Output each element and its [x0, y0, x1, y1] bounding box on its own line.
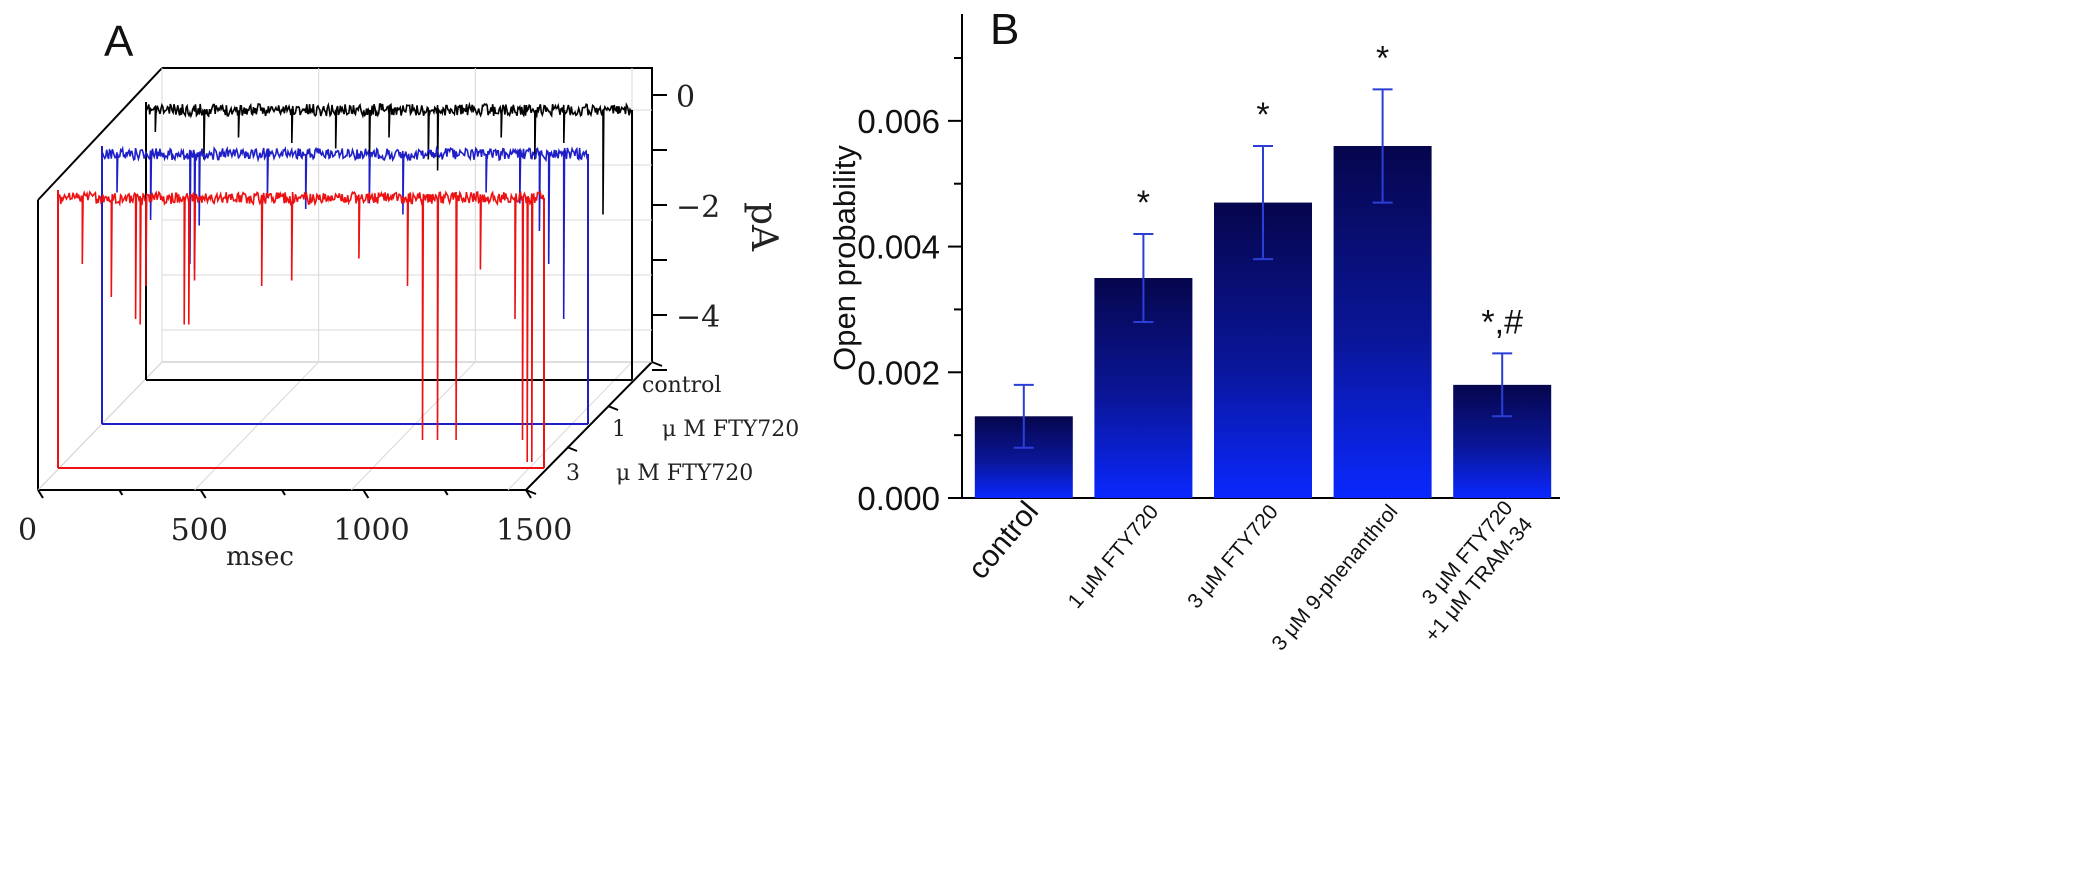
- floor-front-right: [38, 361, 653, 491]
- category-label: 3 μM 9-phenanthrol: [1267, 500, 1402, 655]
- y-tick-label: 0.006: [857, 103, 940, 140]
- depth-tick: [607, 405, 619, 411]
- category-label-line: control: [962, 495, 1045, 585]
- x-minor-tick: [443, 489, 449, 496]
- back-wall-top: [162, 67, 653, 362]
- category-label-line: 3 μM 9-phenanthrol: [1267, 500, 1402, 655]
- y-axis-title: Open probability: [827, 145, 862, 371]
- z-axis-title: pA: [743, 202, 784, 252]
- grid-floor-0: [37, 361, 163, 491]
- series-label-3um-text: μ M FTY720: [616, 461, 753, 486]
- x-tick-label: 1000: [333, 513, 409, 548]
- category-label: 1 μM FTY720: [1064, 500, 1164, 613]
- panel-a-label: A: [104, 17, 134, 66]
- series-label-control: control: [642, 373, 721, 398]
- x-minor-tick: [118, 489, 124, 496]
- x-tick: [362, 489, 370, 499]
- y-tick-label: 0.002: [857, 354, 940, 391]
- significance-mark: *,#: [1481, 303, 1523, 341]
- series-label-3um-number: 3: [566, 461, 580, 486]
- category-label: 3 μM FTY720+1 μM TRAM-34: [1418, 497, 1538, 647]
- x-tick-label: 0: [18, 513, 37, 548]
- x-axis-title: msec: [226, 542, 294, 572]
- trace-1: [101, 145, 589, 320]
- significance-mark: *: [1137, 184, 1150, 222]
- y-tick-label: 0.000: [857, 480, 940, 517]
- axes-box: [37, 67, 653, 491]
- bar-axes: 0.000 0.002 0.004 0.006: [857, 14, 1560, 517]
- y-tick-label: 0.004: [857, 229, 940, 266]
- series-label-1um-text: μ M FTY720: [662, 417, 799, 442]
- category-label-line: 3 μM FTY720: [1183, 500, 1283, 613]
- significance-mark: *: [1376, 39, 1389, 77]
- depth-tick: [525, 489, 537, 495]
- x-minor-tick: [281, 489, 286, 496]
- depth-tick: [651, 361, 663, 367]
- depth-tick: [566, 446, 578, 452]
- significance-mark: *: [1256, 96, 1269, 134]
- panel-b: B 0.000 0.002 0.004 0.006 * * * *,# control 1 μ…: [827, 5, 1560, 655]
- floor-back-left: [37, 361, 652, 491]
- panel-b-label: B: [990, 5, 1019, 54]
- panel-a: A 0 −2 −4 0 500 1000 1500 control 1 μ M FTY720…: [18, 12, 799, 572]
- category-label-line: 1 μM FTY720: [1064, 500, 1164, 613]
- axis-ticks: 0 −2 −4 0 500 1000 1500: [18, 80, 720, 548]
- grid-floor-1: [194, 361, 320, 491]
- trace-2: [57, 189, 545, 463]
- x-tick-label: 500: [171, 513, 228, 548]
- x-tick-label: 1500: [496, 513, 572, 548]
- z-tick-label: −4: [676, 300, 720, 335]
- series-label-1um-number: 1: [612, 417, 626, 442]
- z-tick-label: −2: [676, 190, 720, 225]
- bars: * * * *,#: [974, 39, 1552, 499]
- x-tick: [37, 489, 44, 499]
- trace-0: [145, 101, 633, 215]
- z-tick-label: 0: [676, 80, 695, 115]
- x-tick: [199, 489, 207, 499]
- bar: [1333, 146, 1432, 498]
- category-label: 3 μM FTY720: [1183, 500, 1283, 613]
- category-label: control: [962, 495, 1045, 585]
- traces: [57, 101, 633, 469]
- grid-lines: [37, 68, 652, 491]
- left-wall-top-edge: [37, 67, 163, 201]
